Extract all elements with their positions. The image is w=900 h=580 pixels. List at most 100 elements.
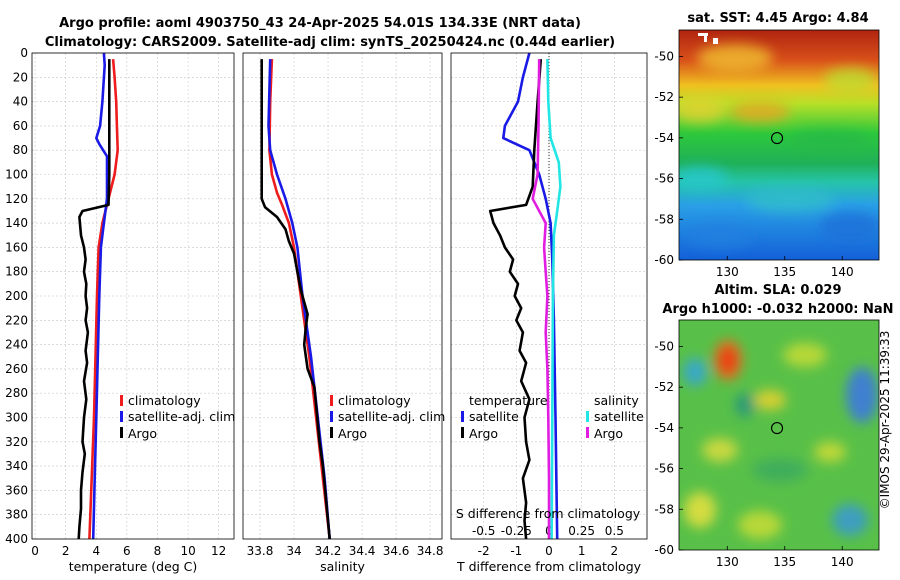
legend-heading-salinity: salinity (594, 393, 639, 408)
x-tick-label: 4 (92, 544, 100, 558)
legend-heading-temperature: temperature (469, 393, 548, 408)
sla-structure (683, 340, 878, 539)
depth-tick-label: 220 (5, 313, 28, 327)
difference-panel: -2 -1 0 1 2-0.5 -0.25 0 0.25 0.5T difference fro… (450, 52, 648, 574)
series-line-temperature-argo (488, 59, 543, 540)
sst-gap (704, 36, 707, 42)
x-axis-label: T difference from climatology (456, 559, 642, 574)
x-tick-label: 34.2 (315, 544, 342, 558)
map-y-tick-label: -54 (654, 421, 674, 435)
x-tick-label: -2 (478, 544, 490, 558)
depth-tick-label: 360 (5, 483, 28, 497)
sst-gap (698, 33, 708, 36)
x-tick-label: 0 (31, 544, 39, 558)
depth-tick-label: 400 (5, 532, 28, 546)
map-x-tick-label: 135 (773, 555, 796, 569)
title-line-1: Argo profile: aoml 4903750_43 24-Apr-202… (59, 16, 581, 31)
x-tick-label: 10 (180, 544, 195, 558)
x-tick-label: 8 (154, 544, 162, 558)
sst-structure (679, 44, 879, 248)
legend-label: Argo (338, 426, 367, 441)
map-x-tick-label: 140 (831, 265, 854, 279)
map-y-tick-label: -56 (654, 462, 674, 476)
sla-map-title-1: Altim. SLA: 0.029 (715, 283, 842, 298)
series-line-satellite-adj-clim (91, 52, 109, 540)
imos-watermark: ©IMOS 29-Apr-2025 11:39:33 (878, 331, 892, 510)
legend-label: climatology (128, 393, 201, 408)
depth-tick-label: 260 (5, 362, 28, 376)
depth-tick-label: 320 (5, 435, 28, 449)
map-x-tick-label: 135 (773, 265, 796, 279)
s-diff-tick-label: 0.5 (605, 524, 624, 538)
sst-gap (713, 38, 718, 44)
sst-map (679, 30, 879, 260)
series-line-salinity-satellite (546, 59, 562, 540)
map-y-tick-label: -50 (654, 49, 674, 63)
x-tick-label: 34 (286, 544, 301, 558)
x-axis-label: temperature (deg C) (69, 559, 198, 574)
legend-swatch-t-argo (461, 427, 464, 438)
legend-swatch-climatology (330, 395, 333, 406)
legend-swatch-climatology (120, 395, 123, 406)
x-tick-label: 12 (211, 544, 226, 558)
x-tick-label: 2 (611, 544, 619, 558)
legend-label: satellite (469, 409, 519, 424)
map-y-tick-label: -54 (654, 131, 674, 145)
legend-swatch-argo (120, 427, 123, 438)
legend-swatch-satellite (120, 411, 123, 422)
legend-label: climatology (338, 393, 411, 408)
map-frame (678, 29, 880, 261)
x-tick-label: -1 (510, 544, 522, 558)
legend-swatch-t-satellite (461, 411, 464, 422)
map-x-tick-label: 130 (716, 265, 739, 279)
depth-tick-label: 140 (5, 216, 28, 230)
series-line-argo (77, 59, 111, 540)
depth-tick-label: 100 (5, 168, 28, 182)
series-line-climatology (88, 58, 119, 540)
x-tick-label: 1 (578, 544, 586, 558)
temperature-legend: climatology satellite-adj. clim Argo (120, 393, 235, 441)
map-y-tick-label: -58 (654, 212, 674, 226)
map-y-tick-label: -58 (654, 502, 674, 516)
plot-frame (450, 52, 648, 540)
x-tick-label: 34.8 (417, 544, 444, 558)
x-axis-label: salinity (320, 559, 365, 574)
depth-tick-label: 240 (5, 338, 28, 352)
x-tick-label: 34.6 (383, 544, 410, 558)
plot-frame (242, 52, 443, 540)
s-diff-tick-label: -0.5 (472, 524, 495, 538)
salinity-panel: 33.8 34 34.2 34.4 34.6 34.8 salinity (242, 52, 444, 574)
legend-label: Argo (469, 426, 498, 441)
x-tick-label: 0 (545, 544, 553, 558)
map-y-tick-label: -56 (654, 172, 674, 186)
plot-frame (31, 52, 235, 540)
map-y-tick-label: -52 (654, 90, 674, 104)
legend-swatch-s-argo (586, 427, 589, 438)
sla-map-title-2: Argo h1000: -0.032 h2000: NaN (662, 302, 893, 317)
s-difference-axis-label: S difference from climatology (456, 506, 641, 521)
x-tick-label: 34.4 (349, 544, 376, 558)
temperature-panel: 0 2 4 6 8 10 120204060801001201401601802002202… (5, 46, 235, 574)
depth-tick-label: 200 (5, 289, 28, 303)
legend-label: Argo (594, 426, 623, 441)
depth-tick-label: 40 (13, 95, 28, 109)
argo-location-marker (770, 132, 784, 145)
legend-swatch-argo (330, 427, 333, 438)
legend-label: satellite-adj. clim (128, 409, 235, 424)
depth-tick-label: 0 (20, 46, 28, 60)
depth-tick-label: 340 (5, 459, 28, 473)
legend-swatch-satellite (330, 411, 333, 422)
x-tick-label: 2 (62, 544, 70, 558)
title-line-2: Climatology: CARS2009. Satellite-adj cli… (45, 35, 615, 50)
depth-tick-label: 380 (5, 508, 28, 522)
series-line-argo (260, 59, 331, 540)
depth-tick-label: 60 (13, 119, 28, 133)
legend-label: Argo (128, 426, 157, 441)
legend-swatch-s-satellite (586, 411, 589, 422)
depth-tick-label: 180 (5, 265, 28, 279)
difference-legend: temperature satellite Argo salinity sate… (461, 393, 644, 441)
map-y-tick-label: -60 (654, 253, 674, 267)
map-x-tick-label: 130 (716, 555, 739, 569)
depth-tick-label: 80 (13, 143, 28, 157)
